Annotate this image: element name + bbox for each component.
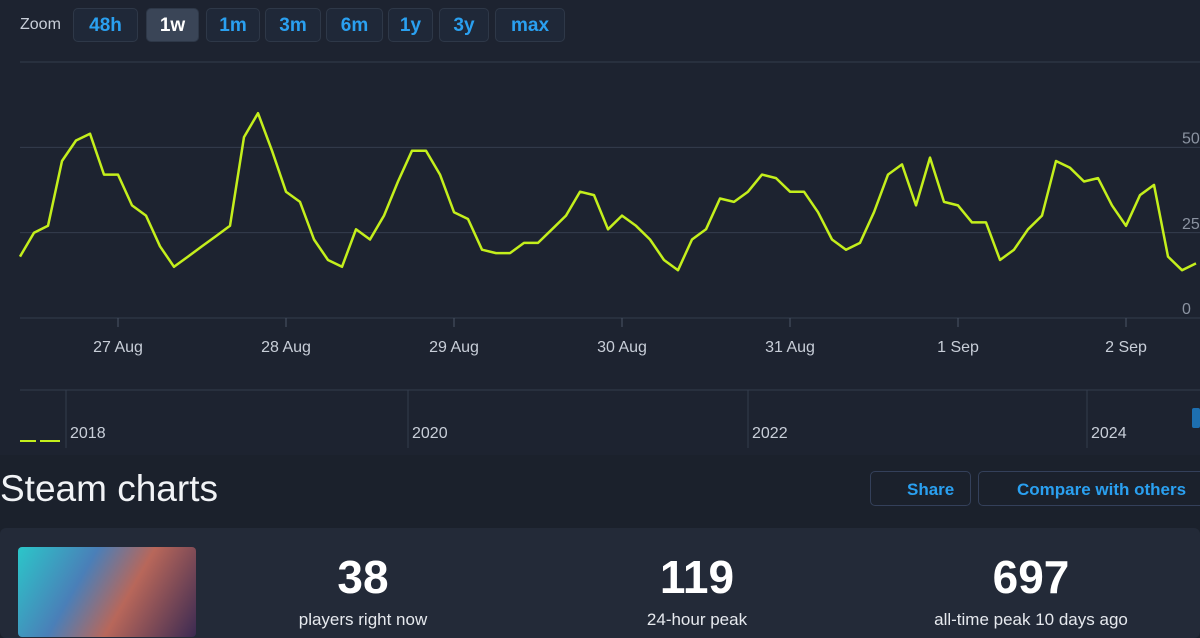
share-button[interactable]: Share <box>870 471 971 506</box>
y-tick-label: 25 <box>1182 216 1200 233</box>
compare-button[interactable]: Compare with others <box>978 471 1200 506</box>
zoom-button[interactable]: 1w <box>146 8 199 42</box>
zoom-button[interactable]: 1m <box>206 8 260 42</box>
chart-area <box>0 0 1200 455</box>
stat-value: 119 <box>659 551 735 603</box>
game-thumbnail <box>18 547 196 637</box>
x-tick-label: 29 Aug <box>429 339 479 356</box>
navigator-year: 2024 <box>1091 425 1127 442</box>
zoom-button[interactable]: 3y <box>439 8 489 42</box>
zoom-label: Zoom <box>20 16 61 33</box>
stat: 38 players right now <box>198 550 528 630</box>
y-tick-label: 0 <box>1182 301 1191 318</box>
stats-panel <box>0 528 1200 638</box>
x-tick-label: 27 Aug <box>93 339 143 356</box>
navigator-year: 2018 <box>70 425 106 442</box>
navigator-year: 2022 <box>752 425 788 442</box>
y-tick-label: 50 <box>1182 131 1200 148</box>
x-tick-label: 30 Aug <box>597 339 647 356</box>
x-tick-label: 28 Aug <box>261 339 311 356</box>
x-tick-label: 1 Sep <box>937 339 979 356</box>
stat-label: 24-hour peak <box>646 610 748 629</box>
stat-label: all-time peak 10 days ago <box>934 610 1128 629</box>
zoom-button[interactable]: 3m <box>265 8 321 42</box>
stat-value: 697 <box>992 551 1070 603</box>
zoom-button[interactable]: 48h <box>73 8 138 42</box>
series-line <box>18 111 1197 272</box>
zoom-button[interactable]: 6m <box>326 8 383 42</box>
navigator-year: 2020 <box>412 425 448 442</box>
navigator-handle <box>1192 408 1200 428</box>
stat: 697 all-time peak 10 days ago <box>866 550 1196 630</box>
stat: 119 24-hour peak <box>532 550 862 630</box>
stat-value: 38 <box>337 551 389 603</box>
chart: 0 25 50 27 Aug 28 Aug 29 Aug 30 Aug 31 Aug 1 Sep… <box>18 61 1200 448</box>
x-tick-label: 31 Aug <box>765 339 815 356</box>
section-title: Steam charts <box>0 468 218 509</box>
stat-label: players right now <box>298 610 428 629</box>
zoom-button[interactable]: max <box>495 8 565 42</box>
zoom-button[interactable]: 1y <box>388 8 433 42</box>
x-tick-label: 2 Sep <box>1105 339 1147 356</box>
